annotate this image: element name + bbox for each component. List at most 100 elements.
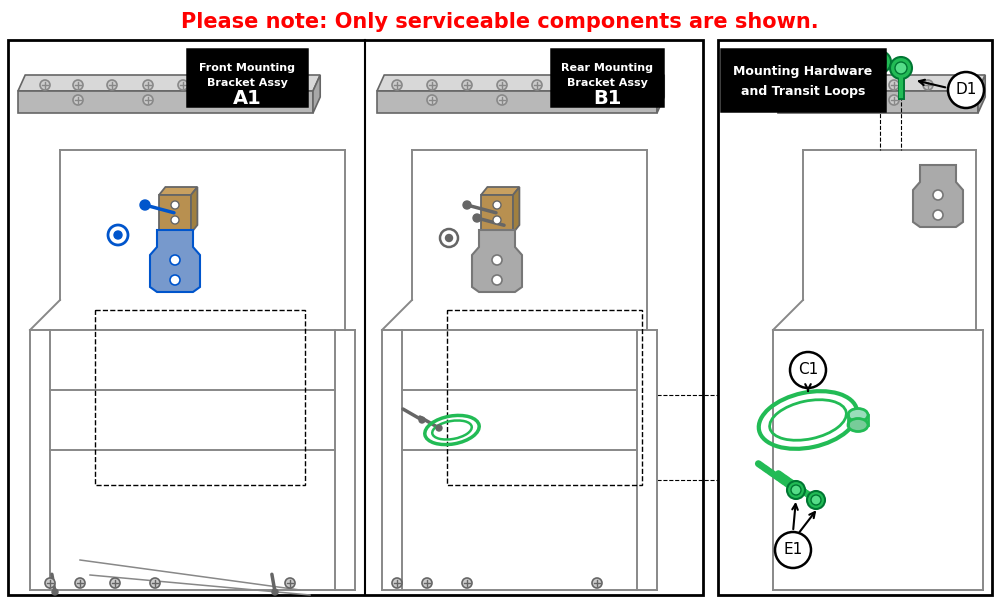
- Polygon shape: [513, 187, 519, 233]
- Polygon shape: [778, 75, 985, 91]
- Text: B1: B1: [593, 88, 621, 107]
- Text: Front Mounting: Front Mounting: [199, 63, 295, 73]
- Circle shape: [958, 95, 968, 105]
- Polygon shape: [472, 230, 522, 292]
- Circle shape: [248, 80, 258, 90]
- Circle shape: [948, 72, 984, 108]
- Circle shape: [419, 417, 425, 423]
- Circle shape: [107, 80, 117, 90]
- Text: Mounting Hardware: Mounting Hardware: [733, 65, 873, 79]
- FancyBboxPatch shape: [551, 49, 663, 106]
- Circle shape: [775, 532, 811, 568]
- Polygon shape: [150, 230, 200, 292]
- Circle shape: [497, 80, 507, 90]
- Polygon shape: [913, 165, 963, 227]
- Circle shape: [462, 80, 472, 90]
- Text: A1: A1: [233, 88, 261, 107]
- Circle shape: [422, 578, 432, 588]
- Text: Bracket Assy: Bracket Assy: [567, 78, 647, 88]
- Circle shape: [73, 95, 83, 105]
- Circle shape: [473, 214, 481, 222]
- Circle shape: [73, 80, 83, 90]
- Circle shape: [492, 275, 502, 285]
- Circle shape: [140, 200, 150, 210]
- Circle shape: [143, 80, 153, 90]
- FancyBboxPatch shape: [721, 49, 885, 111]
- Circle shape: [462, 578, 472, 588]
- Circle shape: [427, 95, 437, 105]
- Circle shape: [958, 80, 968, 90]
- Circle shape: [790, 352, 826, 388]
- Circle shape: [874, 56, 886, 68]
- Circle shape: [213, 95, 223, 105]
- Text: and Transit Loops: and Transit Loops: [741, 85, 865, 99]
- Polygon shape: [978, 75, 985, 113]
- Circle shape: [150, 578, 160, 588]
- Circle shape: [895, 62, 907, 74]
- Circle shape: [807, 491, 825, 509]
- Bar: [447, 310, 642, 485]
- Circle shape: [788, 80, 798, 90]
- Polygon shape: [159, 187, 197, 195]
- Polygon shape: [377, 91, 657, 113]
- Polygon shape: [657, 75, 664, 113]
- Circle shape: [171, 201, 179, 209]
- Text: Bracket Assy: Bracket Assy: [207, 78, 287, 88]
- Circle shape: [110, 578, 120, 588]
- Circle shape: [392, 578, 402, 588]
- Circle shape: [143, 95, 153, 105]
- Circle shape: [392, 80, 402, 90]
- Circle shape: [40, 80, 50, 90]
- Circle shape: [890, 57, 912, 79]
- Circle shape: [567, 95, 577, 105]
- Circle shape: [45, 578, 55, 588]
- Circle shape: [52, 589, 58, 595]
- Polygon shape: [377, 75, 664, 91]
- Text: C1: C1: [798, 362, 818, 378]
- Circle shape: [436, 425, 442, 431]
- Circle shape: [787, 481, 805, 499]
- Circle shape: [821, 80, 831, 90]
- Text: Rear Mounting: Rear Mounting: [561, 63, 653, 73]
- Polygon shape: [481, 195, 513, 233]
- Ellipse shape: [848, 419, 868, 431]
- Text: E1: E1: [783, 542, 803, 558]
- Ellipse shape: [848, 408, 868, 422]
- Bar: [95, 310, 305, 485]
- Circle shape: [821, 95, 831, 105]
- Circle shape: [889, 95, 899, 105]
- Circle shape: [811, 495, 821, 505]
- Circle shape: [446, 235, 452, 242]
- Circle shape: [272, 589, 278, 595]
- Polygon shape: [18, 75, 320, 91]
- Circle shape: [869, 51, 891, 73]
- Circle shape: [532, 80, 542, 90]
- Circle shape: [889, 80, 899, 90]
- Circle shape: [791, 485, 801, 495]
- Polygon shape: [159, 195, 191, 233]
- Circle shape: [933, 210, 943, 220]
- Text: Please note: Only serviceable components are shown.: Please note: Only serviceable components…: [181, 12, 819, 32]
- Text: D1: D1: [955, 82, 977, 98]
- Circle shape: [463, 201, 471, 209]
- Circle shape: [492, 255, 502, 265]
- Circle shape: [171, 216, 179, 224]
- Circle shape: [213, 80, 223, 90]
- Polygon shape: [313, 75, 320, 113]
- Circle shape: [170, 275, 180, 285]
- Circle shape: [114, 231, 122, 239]
- FancyBboxPatch shape: [187, 49, 307, 106]
- Circle shape: [567, 80, 577, 90]
- Circle shape: [280, 80, 290, 90]
- Bar: [718, 40, 992, 595]
- Circle shape: [637, 80, 647, 90]
- Circle shape: [923, 80, 933, 90]
- Circle shape: [933, 190, 943, 200]
- Circle shape: [592, 578, 602, 588]
- Circle shape: [497, 95, 507, 105]
- Circle shape: [178, 80, 188, 90]
- Circle shape: [285, 578, 295, 588]
- Circle shape: [493, 216, 501, 224]
- Circle shape: [607, 80, 617, 90]
- Polygon shape: [778, 91, 978, 113]
